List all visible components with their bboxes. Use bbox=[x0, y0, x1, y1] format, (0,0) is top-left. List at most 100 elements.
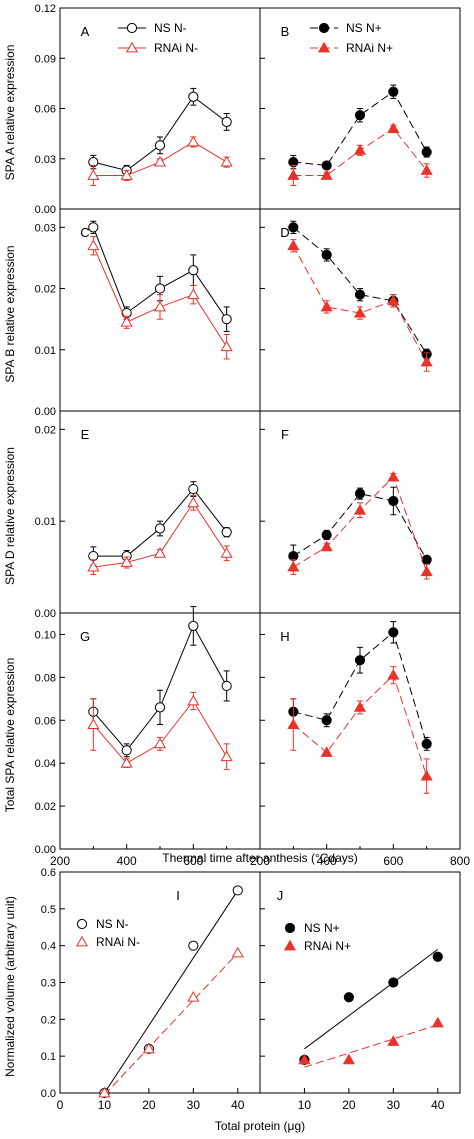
data-point bbox=[354, 289, 366, 300]
data-point bbox=[120, 556, 133, 567]
x-tick-label: 400 bbox=[117, 854, 137, 868]
data-point bbox=[153, 155, 167, 167]
y-tick-label: 0.2 bbox=[41, 1014, 56, 1026]
data-point bbox=[321, 529, 332, 541]
panel-h: H bbox=[260, 621, 433, 850]
data-point bbox=[431, 1016, 444, 1028]
data-point bbox=[353, 701, 367, 712]
legend-marker bbox=[76, 918, 88, 930]
data-point bbox=[88, 222, 99, 233]
data-point bbox=[387, 1035, 400, 1046]
series-ns-n- bbox=[288, 84, 432, 171]
legend-label: RNAi N+ bbox=[346, 41, 393, 55]
data-point bbox=[87, 718, 100, 729]
fit-line bbox=[104, 952, 239, 1096]
y-tick-label: 0.12 bbox=[35, 3, 56, 15]
data-point bbox=[320, 540, 333, 552]
y-tick-label: 0.01 bbox=[35, 516, 56, 528]
panel-letter-i: I bbox=[176, 888, 180, 903]
data-point bbox=[154, 140, 166, 151]
data-point bbox=[420, 164, 433, 175]
y-tick-label: 0.03 bbox=[35, 222, 56, 234]
y-axis-title: Normalized volume (arbitrary unit) bbox=[3, 896, 17, 1077]
y-tick-label: 0.08 bbox=[35, 672, 56, 684]
data-point bbox=[187, 694, 200, 706]
data-point bbox=[287, 560, 300, 572]
panel-letter-h: H bbox=[280, 629, 289, 644]
data-point bbox=[343, 992, 354, 1003]
plot-frame bbox=[59, 871, 261, 1094]
y-tick-label: 0.00 bbox=[35, 204, 56, 216]
panel-letter-a: A bbox=[81, 24, 90, 39]
panel-letter-j: J bbox=[277, 888, 284, 903]
data-point bbox=[154, 283, 166, 294]
data-point bbox=[320, 746, 333, 757]
y-tick-label: 0.02 bbox=[35, 284, 56, 296]
data-point bbox=[188, 483, 199, 495]
data-point bbox=[388, 86, 399, 97]
y-tick-label: 0.01 bbox=[35, 345, 56, 357]
x-tick-label: 200 bbox=[250, 854, 270, 868]
data-point bbox=[87, 169, 100, 180]
x-tick-label: 20 bbox=[142, 1098, 156, 1112]
series-rnai-n- bbox=[87, 135, 233, 187]
y-tick-label: 0.0 bbox=[41, 1088, 56, 1100]
legend-marker bbox=[125, 41, 139, 53]
legend-label: RNAi N+ bbox=[304, 939, 351, 953]
x-axis-title: Thermal time after anthesis (°Cdays) bbox=[162, 851, 358, 865]
data-point bbox=[221, 680, 232, 692]
y-tick-label: 0.6 bbox=[41, 867, 56, 879]
y-tick-label: 0.1 bbox=[41, 1051, 56, 1063]
data-point bbox=[98, 1086, 111, 1098]
series-rnai-n- bbox=[87, 236, 233, 360]
data-point bbox=[420, 769, 433, 781]
series-rnai-n- bbox=[87, 691, 233, 771]
data-point bbox=[287, 718, 300, 729]
figure-content: A 0.00 0.03 0.06 0.09 0.12 SPA A relative expr… bbox=[3, 3, 470, 1133]
panel-d: D bbox=[260, 220, 433, 412]
data-point bbox=[388, 627, 399, 638]
data-point bbox=[353, 306, 367, 318]
panel-j: J 10 20 30 40 NS N+ RNAi N+ bbox=[259, 871, 461, 1112]
data-point bbox=[188, 265, 199, 276]
legend-marker bbox=[75, 935, 89, 947]
y-axis-title: SPA A relative expression bbox=[3, 45, 17, 181]
panel-letter-f: F bbox=[281, 427, 289, 442]
plot-frame bbox=[259, 871, 461, 1094]
legend-marker bbox=[126, 22, 138, 34]
x-tick-label: 800 bbox=[450, 854, 470, 868]
x-tick-label: 600 bbox=[183, 854, 203, 868]
data-point bbox=[87, 239, 100, 251]
data-point bbox=[153, 300, 167, 312]
data-point bbox=[354, 110, 366, 121]
y-tick-label: 0.09 bbox=[35, 53, 56, 65]
panel-letter-c: C bbox=[80, 225, 89, 240]
data-point bbox=[187, 288, 200, 300]
series-ns-n- bbox=[288, 621, 432, 751]
y-tick-label: 0.4 bbox=[41, 941, 56, 953]
series-line bbox=[293, 674, 428, 777]
x-tick-label: 30 bbox=[387, 1098, 401, 1112]
fit-line bbox=[304, 1024, 438, 1068]
data-point bbox=[342, 1053, 355, 1065]
y-tick-label: 0.03 bbox=[35, 154, 56, 166]
data-point bbox=[220, 547, 233, 558]
y-tick-label: 0.02 bbox=[35, 424, 56, 436]
series-ns-n- bbox=[288, 486, 432, 568]
data-point bbox=[353, 503, 367, 515]
legend-marker bbox=[283, 939, 297, 951]
data-point bbox=[388, 977, 399, 988]
data-point bbox=[221, 116, 232, 128]
data-point bbox=[320, 169, 333, 180]
panel-letter-d: D bbox=[280, 225, 289, 240]
x-tick-label: 10 bbox=[98, 1098, 112, 1112]
series-rnai-n- bbox=[287, 239, 433, 372]
data-point bbox=[321, 249, 332, 261]
data-point bbox=[120, 316, 133, 327]
panel-letter-b: B bbox=[281, 24, 290, 39]
series-ns-n- bbox=[88, 606, 232, 758]
y-tick-label: 0.5 bbox=[41, 904, 56, 916]
data-point bbox=[287, 239, 300, 251]
data-point bbox=[387, 122, 400, 133]
data-point bbox=[387, 669, 400, 680]
